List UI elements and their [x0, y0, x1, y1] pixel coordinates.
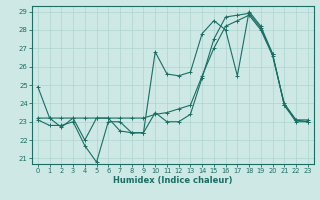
X-axis label: Humidex (Indice chaleur): Humidex (Indice chaleur) [113, 176, 233, 185]
